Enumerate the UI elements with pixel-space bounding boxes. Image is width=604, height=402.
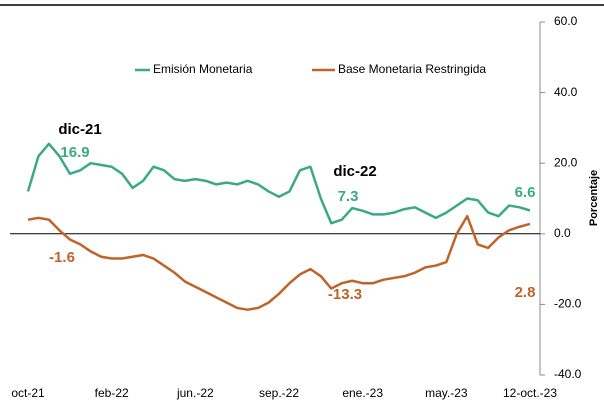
annotation: -13.3 [328,286,362,303]
y-tick-label: -20.0 [554,297,582,311]
y-tick-label: 20.0 [554,155,578,169]
annotation: 2.8 [515,284,536,301]
x-tick-label: sep.-22 [259,386,299,400]
x-tick-label: 12-oct.-23 [503,386,557,400]
x-tick-label: oct-21 [11,386,45,400]
y-tick-label: 0.0 [554,226,571,240]
series-line [26,142,531,225]
annotation: dic-21 [58,121,101,138]
y-tick-label: 40.0 [554,85,578,99]
legend-label: Base Monetaria Restringida [338,62,486,76]
y-tick-label: 60.0 [554,14,578,28]
x-tick-label: ene.-23 [342,386,383,400]
y-tick-label: -40.0 [554,367,582,381]
y-axis-label: Porcentaje [588,170,600,226]
annotation: -1.6 [49,249,75,266]
annotation: 6.6 [515,184,536,201]
annotation: 16.9 [60,144,89,161]
legend-label: Emisión Monetaria [153,62,253,76]
x-tick-label: may.-23 [425,386,468,400]
series-line [27,214,531,311]
x-tick-label: jun.-22 [176,386,214,400]
annotation: 7.3 [338,188,359,205]
x-tick-label: feb-22 [95,386,129,400]
annotation: dic-22 [333,163,376,180]
